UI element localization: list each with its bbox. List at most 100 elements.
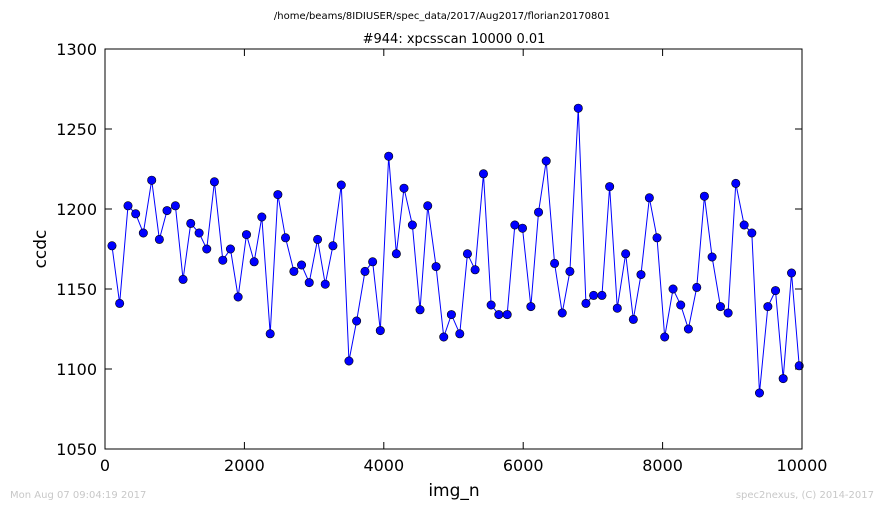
data-point (541, 156, 551, 166)
data-point (683, 324, 693, 334)
data-point (375, 326, 385, 336)
data-point (517, 223, 527, 233)
data-point (668, 284, 678, 294)
x-axis-label: img_n (428, 481, 479, 501)
data-point (636, 270, 646, 280)
data-point (138, 228, 148, 238)
data-point (731, 178, 741, 188)
y-tick-label: 1200 (56, 200, 97, 219)
data-point (233, 292, 243, 302)
footer-credit: spec2nexus, (C) 2014-2017 (736, 490, 874, 501)
data-point (573, 103, 583, 113)
data-point (123, 201, 133, 211)
data-point (787, 268, 797, 278)
y-tick-label: 1150 (56, 280, 97, 299)
data-point (692, 282, 702, 292)
data-point (778, 374, 788, 384)
data-point (399, 183, 409, 193)
data-point (628, 314, 638, 324)
y-axis-label: ccdc (31, 230, 51, 269)
chart-title: #944: xpcsscan 10000 0.01 (363, 32, 546, 47)
data-point (747, 228, 757, 238)
data-point (794, 361, 804, 371)
data-point (313, 234, 323, 244)
axes-frame (104, 48, 803, 450)
data-point (431, 262, 441, 272)
x-tick-label: 2000 (224, 456, 265, 475)
data-point (202, 244, 212, 254)
data-point (446, 310, 456, 320)
data-point (415, 305, 425, 315)
data-point (660, 332, 670, 342)
chart-suptitle: /home/beams/8IDIUSER/spec_data/2017/Aug2… (274, 11, 610, 22)
data-point (707, 252, 717, 262)
data-point (423, 201, 433, 211)
data-point (368, 257, 378, 267)
data-point (147, 175, 157, 185)
data-point (289, 266, 299, 276)
data-point (652, 233, 662, 243)
data-point (605, 182, 615, 192)
data-point (320, 279, 330, 289)
data-point (644, 193, 654, 203)
data-point (763, 302, 773, 312)
data-point (754, 388, 764, 398)
data-point (565, 266, 575, 276)
data-point (218, 255, 228, 265)
x-tick-label: 10000 (777, 456, 828, 475)
x-tick-label: 0 (100, 456, 110, 475)
data-point (534, 207, 544, 217)
plot-area (104, 48, 804, 450)
data-point (723, 308, 733, 318)
data-point (391, 249, 401, 259)
data-point (304, 278, 314, 288)
data-point (612, 303, 622, 313)
data-point (178, 274, 188, 284)
series-line (111, 108, 800, 394)
data-point (360, 266, 370, 276)
y-tick-label: 1250 (56, 120, 97, 139)
footer-timestamp: Mon Aug 07 09:04:19 2017 (10, 490, 146, 501)
data-point (162, 206, 172, 216)
data-point (225, 244, 235, 254)
data-point (209, 177, 219, 187)
data-point (621, 249, 631, 259)
y-tick-label: 1050 (56, 440, 97, 459)
data-point (407, 220, 417, 230)
data-point (715, 302, 725, 312)
data-point (241, 230, 251, 240)
data-point (771, 286, 781, 296)
x-tick-label: 4000 (363, 456, 404, 475)
data-point (131, 209, 141, 219)
data-point (273, 190, 283, 200)
data-point (154, 234, 164, 244)
data-point (581, 298, 591, 308)
y-tick-label: 1100 (56, 360, 97, 379)
data-point (526, 302, 536, 312)
data-point (265, 329, 275, 339)
data-point (494, 310, 504, 320)
data-point (597, 290, 607, 300)
data-point (107, 241, 117, 251)
data-point (384, 151, 394, 161)
data-point (257, 212, 267, 222)
data-point (297, 260, 307, 270)
data-point (557, 308, 567, 318)
data-point (439, 332, 449, 342)
data-point (510, 220, 520, 230)
data-point (170, 201, 180, 211)
data-point (739, 220, 749, 230)
data-point (249, 257, 259, 267)
data-point (470, 265, 480, 275)
x-tick-label: 6000 (503, 456, 544, 475)
data-point (462, 249, 472, 259)
y-tick-label: 1300 (56, 40, 97, 59)
data-point (478, 169, 488, 179)
x-tick-label: 8000 (642, 456, 683, 475)
data-point (550, 258, 560, 268)
data-point (328, 241, 338, 251)
data-point (344, 356, 354, 366)
data-point (486, 300, 496, 310)
data-point (352, 316, 362, 326)
